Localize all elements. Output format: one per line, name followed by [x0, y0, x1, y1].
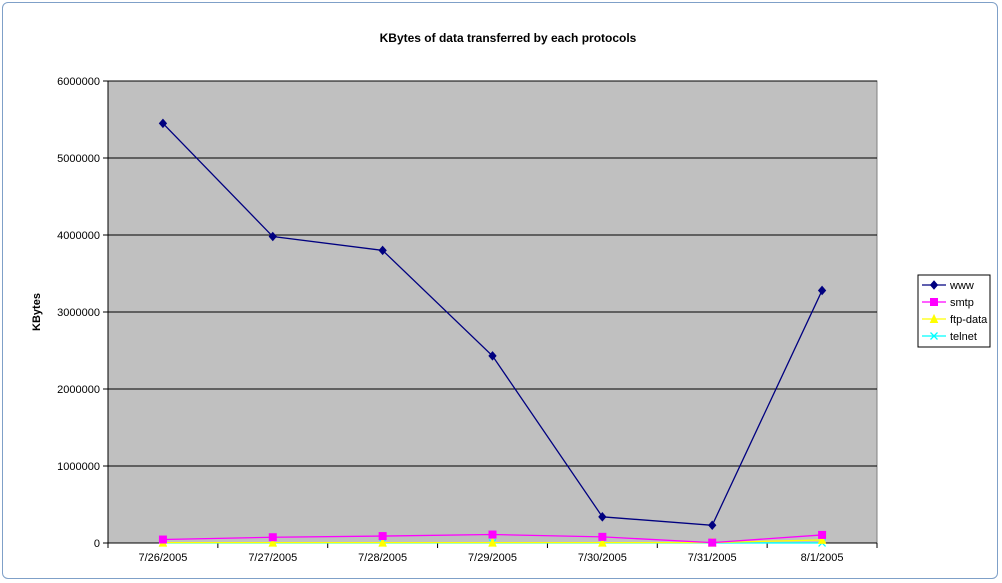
legend-item-ftp-data: ftp-data — [922, 313, 988, 326]
y-tick-label: 1000000 — [57, 461, 100, 473]
data-point-smtp — [268, 533, 277, 542]
legend-label: www — [949, 280, 974, 292]
data-point-smtp — [708, 538, 717, 547]
x-tick-label: 7/28/2005 — [358, 552, 407, 564]
legend-label: telnet — [950, 331, 977, 343]
y-axis-title: KBytes — [31, 293, 43, 331]
data-point-www — [817, 285, 827, 296]
legend-marker — [929, 313, 939, 323]
chart-title: KBytes of data transferred by each proto… — [380, 31, 637, 45]
legend-box — [917, 274, 991, 348]
data-point-www — [488, 351, 497, 361]
data-point-www — [268, 231, 277, 242]
data-point-www — [378, 245, 387, 256]
series-smtp — [158, 530, 827, 547]
series-www — [158, 118, 827, 531]
data-point-www — [158, 118, 168, 129]
gridlines — [108, 80, 877, 467]
data-point-www — [708, 520, 717, 531]
x-tick-label: 7/27/2005 — [248, 552, 297, 564]
data-point-ftp-data — [268, 537, 278, 547]
y-tick-label: 5000000 — [57, 153, 100, 165]
data-point-smtp — [378, 532, 387, 541]
y-tick-label: 6000000 — [57, 76, 100, 88]
x-tick-label: 7/31/2005 — [688, 552, 737, 564]
data-point-ftp-data — [488, 537, 497, 547]
y-tick-label: 4000000 — [57, 230, 100, 242]
data-point-smtp — [158, 535, 167, 544]
data-point-ftp-data — [817, 534, 827, 544]
legend-marker — [930, 332, 938, 340]
data-point-smtp — [818, 530, 827, 539]
legend-label: ftp-data — [950, 314, 988, 326]
data-point-smtp — [488, 530, 497, 539]
legend-item-smtp: smtp — [922, 297, 974, 309]
data-point-ftp-data — [378, 537, 387, 547]
data-point-ftp-data — [598, 537, 607, 547]
legend-label: smtp — [950, 297, 974, 309]
y-tick-label: 0 — [94, 538, 100, 550]
x-tick-label: 8/1/2005 — [801, 552, 844, 564]
x-tick-label: 7/29/2005 — [468, 552, 517, 564]
legend: www smtp ftp-data telnet — [917, 274, 991, 348]
data-point-smtp — [598, 532, 607, 541]
legend-item-www: www — [922, 280, 974, 292]
series-layer — [158, 118, 827, 547]
legend-item-telnet: telnet — [922, 331, 977, 343]
y-tick-label: 3000000 — [57, 307, 100, 319]
x-tick-label: 7/26/2005 — [138, 552, 187, 564]
legend-marker — [930, 298, 938, 306]
data-point-www — [598, 512, 607, 522]
y-tick-label: 2000000 — [57, 384, 100, 396]
x-tick-label: 7/30/2005 — [578, 552, 627, 564]
legend-marker — [929, 280, 939, 290]
